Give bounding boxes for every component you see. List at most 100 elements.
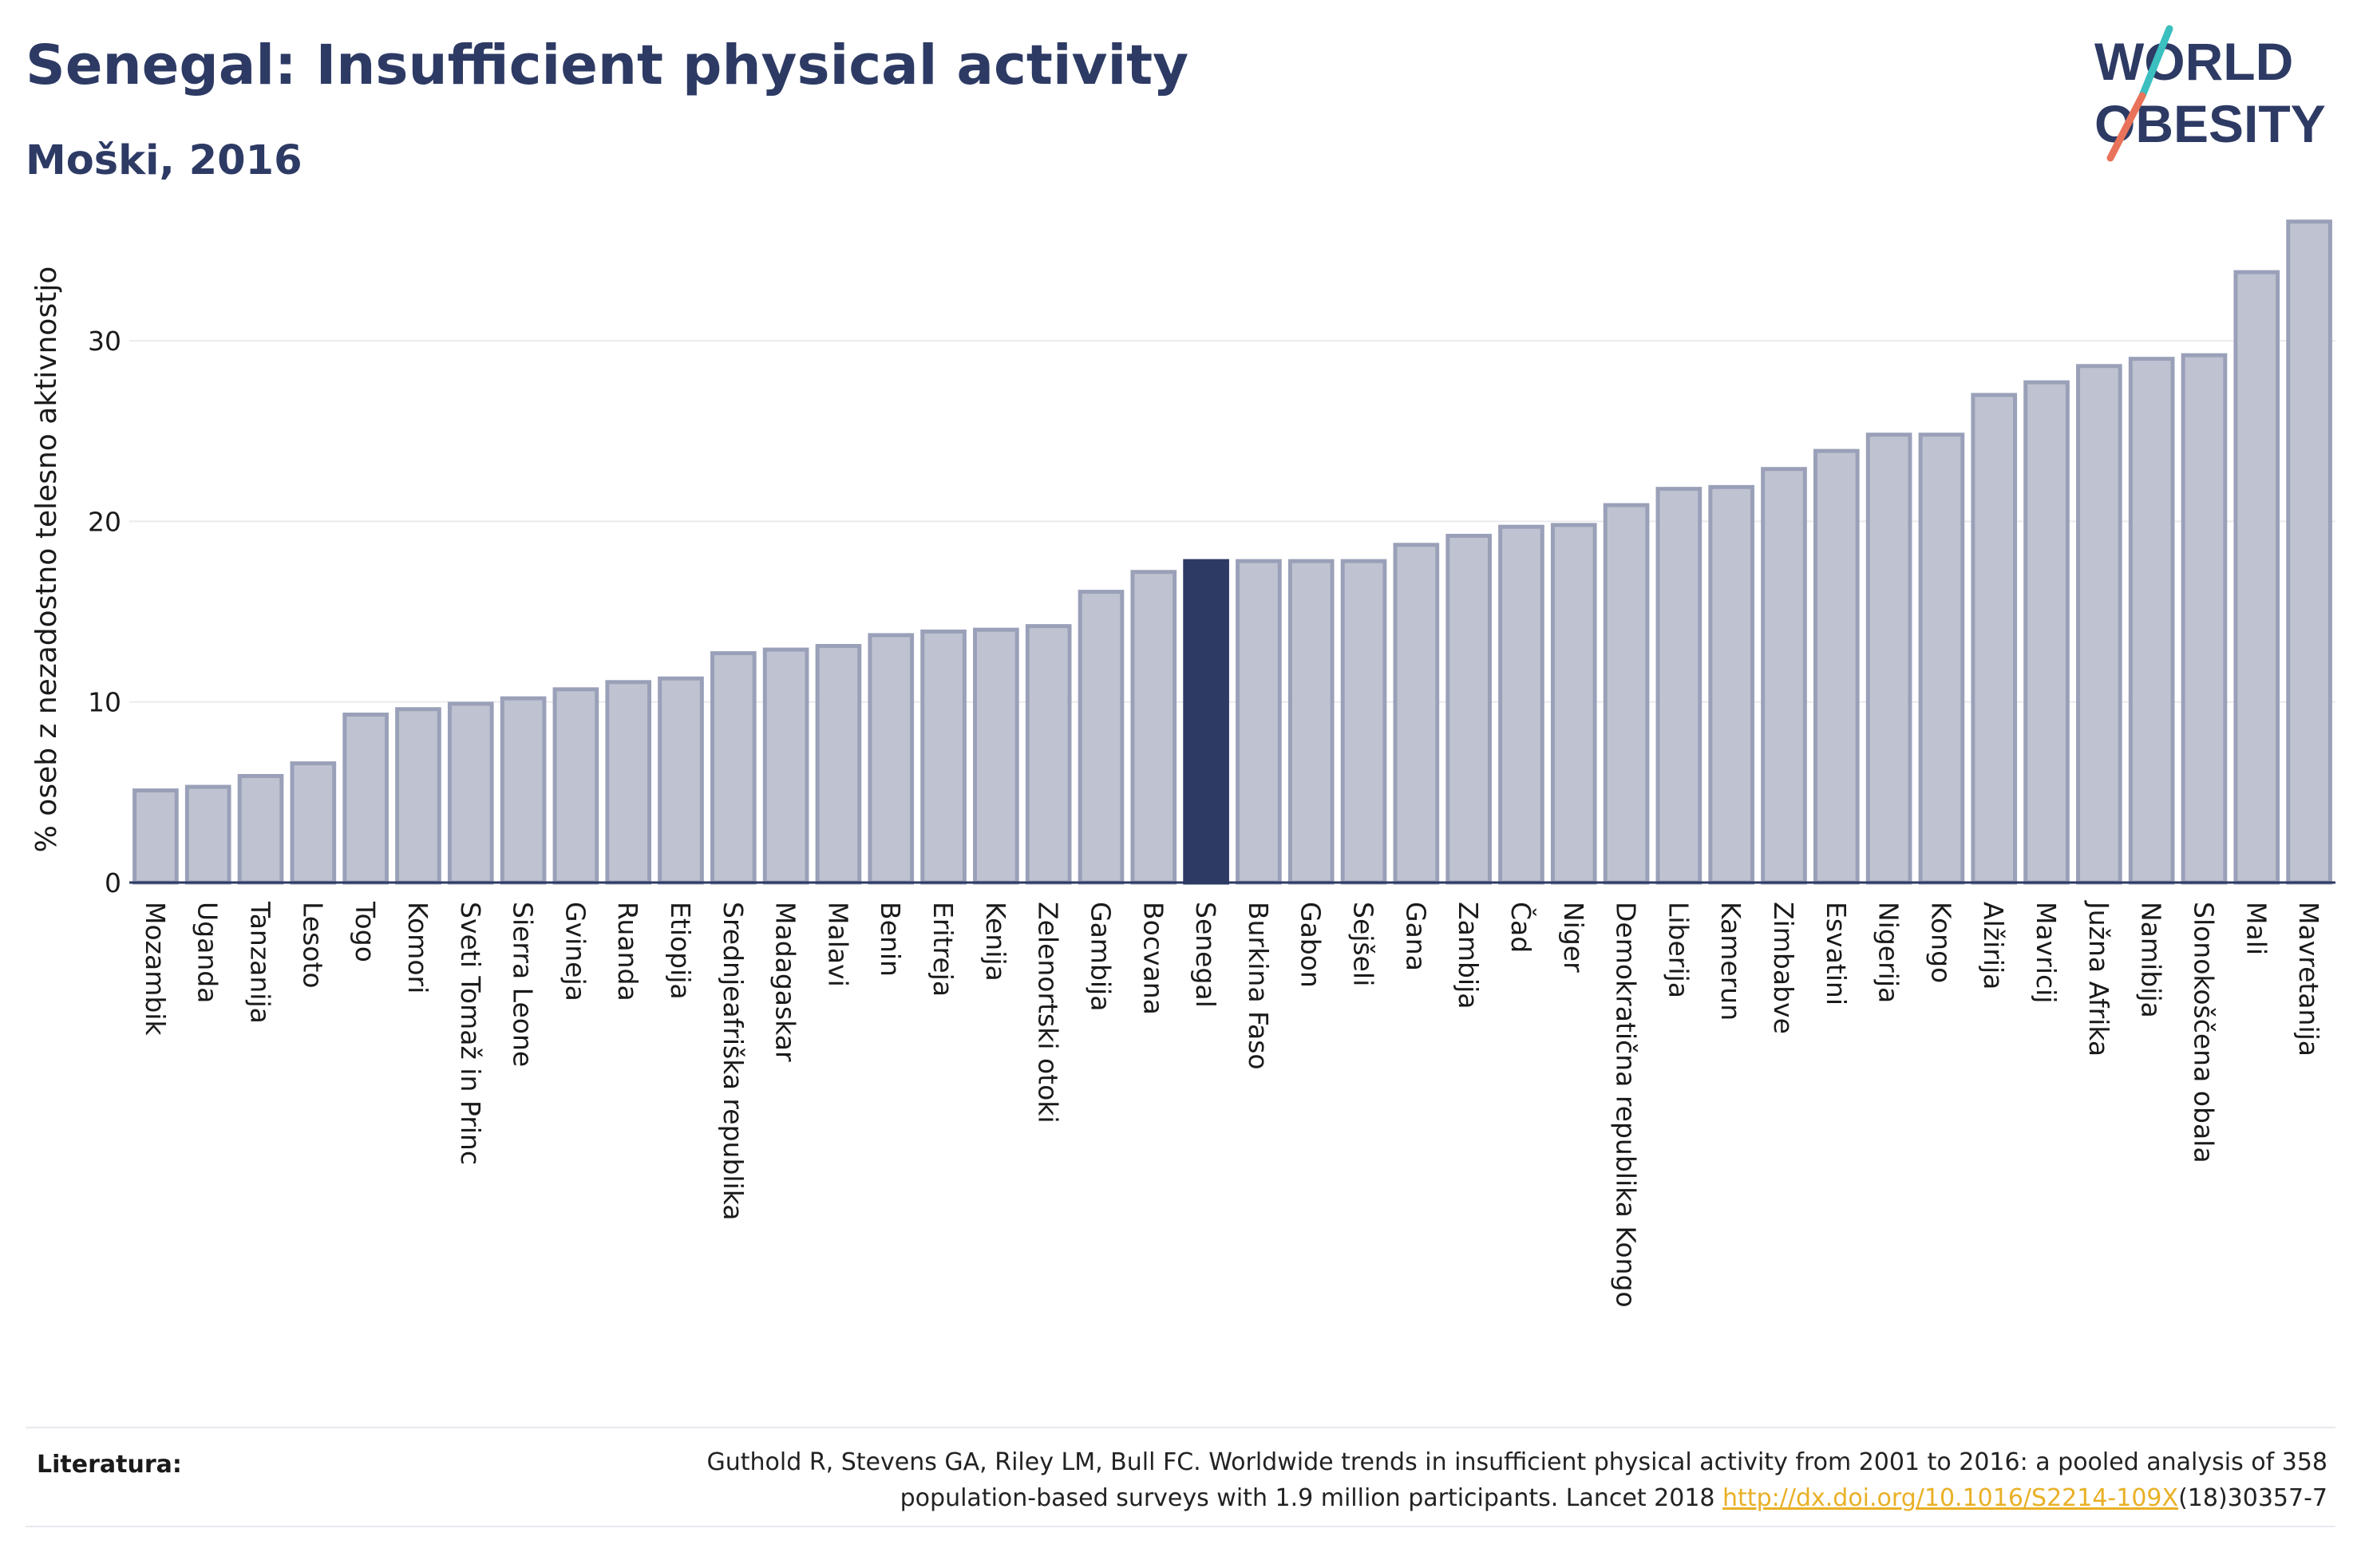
bar[interactable] bbox=[2286, 219, 2332, 885]
y-axis-title: % oseb z nezadostno telesno aktivnostjo bbox=[30, 267, 63, 853]
bar[interactable] bbox=[710, 651, 757, 885]
doi-link[interactable]: http://dx.doi.org/10.1016/S2214-109X bbox=[1722, 1484, 2179, 1512]
x-tick-label: Zambija bbox=[1453, 902, 1484, 1009]
x-tick-label: Alžirija bbox=[1978, 902, 2009, 989]
x-tick-label: Slonokoščena obala bbox=[2188, 902, 2219, 1163]
x-tick-label: Tanzanija bbox=[245, 901, 276, 1024]
y-tick-label: 10 bbox=[88, 687, 121, 718]
x-tick-label: Mozambik bbox=[140, 902, 171, 1036]
x-tick-label: Togo bbox=[350, 901, 381, 962]
bar[interactable] bbox=[1813, 448, 1860, 885]
x-tick-label: Liberija bbox=[1663, 902, 1694, 998]
bar[interactable] bbox=[290, 761, 337, 885]
bar[interactable] bbox=[1393, 543, 1440, 885]
x-tick-label: Mavretanija bbox=[2293, 902, 2324, 1057]
bar[interactable] bbox=[920, 629, 967, 885]
bar[interactable] bbox=[1708, 484, 1755, 885]
bar[interactable] bbox=[868, 633, 915, 885]
logo-text-obesity: OBESITY bbox=[2094, 94, 2326, 153]
x-tick-label: Malavi bbox=[822, 902, 853, 987]
x-tick-label: Mali bbox=[2240, 902, 2272, 955]
bar[interactable] bbox=[395, 707, 441, 885]
bar-highlight[interactable] bbox=[1183, 559, 1229, 885]
x-tick-label: Srednjeafriška republika bbox=[718, 902, 749, 1220]
bar[interactable] bbox=[1130, 570, 1177, 885]
x-tick-label: Niger bbox=[1558, 902, 1589, 973]
bar[interactable] bbox=[2181, 353, 2228, 885]
x-tick-label: Nigerija bbox=[1873, 902, 1904, 1003]
citation-line-2-suffix: (18)30357-7 bbox=[2178, 1484, 2327, 1512]
x-tick-label: Burkina Faso bbox=[1243, 902, 1274, 1070]
y-tick-label: 20 bbox=[88, 506, 121, 537]
y-tick-label: 30 bbox=[88, 326, 121, 357]
logo-text-world: WORLD bbox=[2094, 32, 2293, 91]
x-tick-label: Eritreja bbox=[927, 902, 959, 997]
references-citation: Guthold R, Stevens GA, Riley LM, Bull FC… bbox=[492, 1444, 2327, 1516]
bar[interactable] bbox=[1865, 432, 1912, 885]
x-tick-label: Madagaskar bbox=[770, 902, 801, 1062]
x-tick-label: Kenija bbox=[980, 902, 1011, 981]
x-tick-label: Zelenortski otoki bbox=[1033, 902, 1064, 1124]
x-tick-label: Gvineja bbox=[560, 902, 591, 1001]
bar[interactable] bbox=[1550, 523, 1597, 885]
x-tick-label: Zimbabve bbox=[1768, 902, 1799, 1034]
x-tick-label: Esvatini bbox=[1821, 902, 1852, 1005]
x-tick-label: Gabon bbox=[1295, 902, 1327, 988]
bar[interactable] bbox=[1340, 559, 1387, 885]
bar[interactable] bbox=[237, 773, 284, 885]
bar[interactable] bbox=[1287, 559, 1335, 885]
bar-chart: 0 10 20 30 % oseb z nezadostno telesno aktiv… bbox=[30, 219, 2335, 1308]
bar[interactable] bbox=[1971, 393, 2018, 885]
bar[interactable] bbox=[605, 680, 652, 885]
bar[interactable] bbox=[658, 676, 704, 885]
bar[interactable] bbox=[1761, 467, 1807, 885]
chart-title: Senegal: Insufficient physical activity bbox=[26, 34, 1189, 97]
x-tick-label: Mavricij bbox=[2031, 902, 2062, 1003]
x-tick-label: Kamerun bbox=[1715, 902, 1746, 1021]
x-tick-label: Sejšeli bbox=[1348, 902, 1379, 986]
bar[interactable] bbox=[184, 784, 231, 885]
x-tick-label: Sierra Leone bbox=[508, 902, 539, 1067]
bar[interactable] bbox=[1025, 624, 1072, 885]
x-tick-label: Etiopija bbox=[665, 902, 696, 1000]
bar[interactable] bbox=[762, 647, 809, 885]
references-label: Literatura: bbox=[37, 1451, 182, 1479]
bar[interactable] bbox=[1603, 503, 1650, 885]
bar[interactable] bbox=[1498, 524, 1544, 885]
x-tick-label: Ruanda bbox=[612, 902, 643, 1001]
y-tick-label: 0 bbox=[105, 867, 121, 899]
x-tick-label: Uganda bbox=[192, 902, 223, 1003]
bar[interactable] bbox=[1918, 432, 1965, 885]
bar[interactable] bbox=[1236, 559, 1282, 885]
x-tick-label: Lesoto bbox=[297, 902, 328, 989]
world-obesity-logo: WORLD OBESITY bbox=[2094, 25, 2326, 162]
bar[interactable] bbox=[447, 701, 494, 885]
bar[interactable] bbox=[2023, 380, 2070, 885]
bar[interactable] bbox=[342, 713, 389, 885]
bar[interactable] bbox=[973, 627, 1019, 885]
x-tick-label: Južna Afrika bbox=[2083, 900, 2114, 1057]
citation-line-2: population-based surveys with 1.9 millio… bbox=[492, 1480, 2327, 1516]
bar[interactable] bbox=[552, 687, 599, 885]
x-tick-label: Demokratična republika Kongo bbox=[1611, 902, 1642, 1308]
bar[interactable] bbox=[815, 644, 862, 885]
bar[interactable] bbox=[2233, 270, 2280, 885]
x-tick-label: Benin bbox=[875, 902, 906, 977]
bar[interactable] bbox=[2076, 364, 2122, 885]
bar[interactable] bbox=[500, 696, 547, 885]
chart-subtitle: Moški, 2016 bbox=[26, 137, 303, 184]
footer-top-divider bbox=[26, 1427, 2335, 1428]
x-tick-label: Namibija bbox=[2136, 902, 2167, 1018]
x-tick-label: Senegal bbox=[1190, 902, 1221, 1008]
bar[interactable] bbox=[1078, 590, 1125, 885]
x-tick-label: Komori bbox=[402, 902, 433, 993]
bar[interactable] bbox=[1445, 533, 1492, 885]
x-tick-label: Gana bbox=[1400, 902, 1431, 971]
citation-line-2-text: population-based surveys with 1.9 millio… bbox=[900, 1484, 1723, 1512]
bar[interactable] bbox=[2128, 357, 2175, 885]
footer-bottom-divider bbox=[26, 1526, 2335, 1527]
bar[interactable] bbox=[132, 788, 179, 885]
citation-line-1: Guthold R, Stevens GA, Riley LM, Bull FC… bbox=[706, 1448, 2327, 1476]
x-tick-label: Čad bbox=[1505, 902, 1537, 953]
bar[interactable] bbox=[1655, 487, 1703, 885]
